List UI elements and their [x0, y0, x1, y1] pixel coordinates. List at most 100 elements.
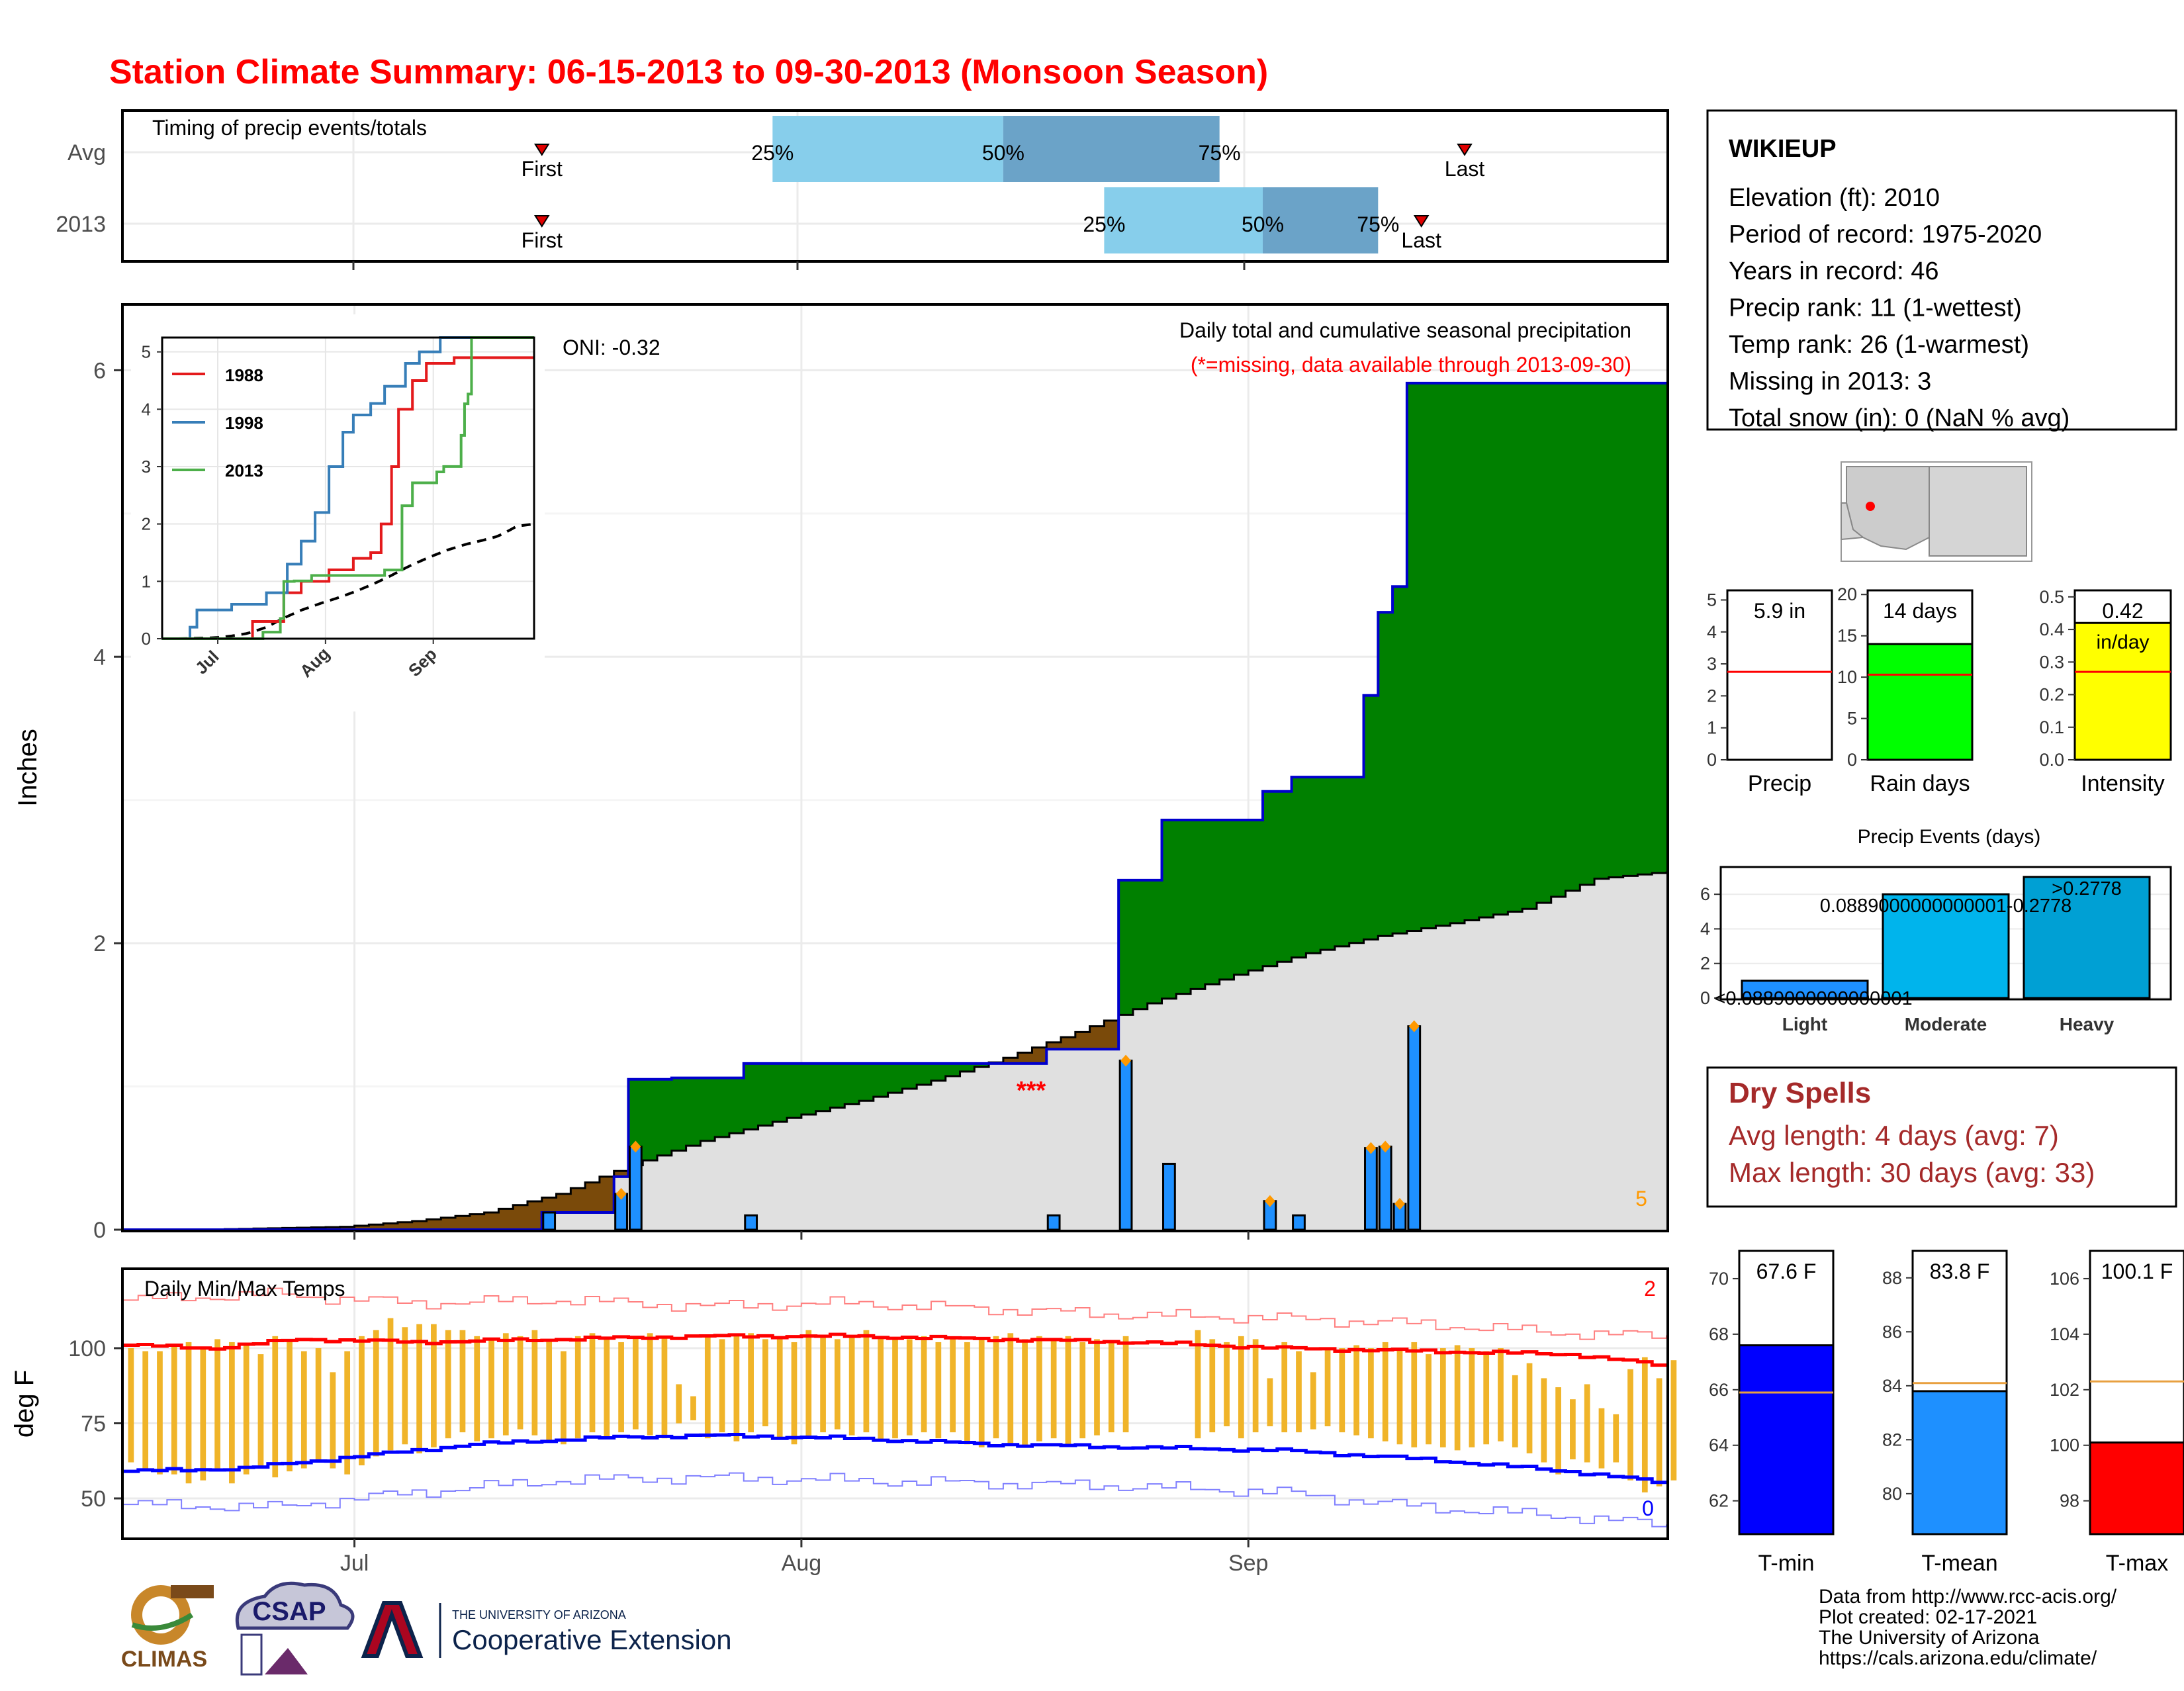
tmax-value-bar: [2090, 1443, 2184, 1534]
daily-temp-range-bar: [935, 1342, 941, 1438]
daily-temp-range-bar: [805, 1330, 811, 1438]
inset-y-tick-label: 2: [142, 514, 151, 534]
above-average-area: [888, 1064, 903, 1093]
intensity-y-tick-label: 0.4: [2039, 619, 2064, 639]
above-average-area: [772, 1064, 787, 1122]
daily-temp-range-bar: [1238, 1336, 1244, 1438]
events-value-label-heavy: >0.2778: [2052, 878, 2122, 899]
intensity-y-tick-label: 0.3: [2039, 652, 2064, 672]
daily-temp-range-bar: [301, 1351, 307, 1469]
inset-y-tick-label: 0: [142, 629, 151, 649]
daily-temp-range-bar: [1224, 1342, 1230, 1426]
below-average-area: [498, 1209, 513, 1230]
above-average-area: [1435, 383, 1450, 926]
daily-temp-range-bar: [849, 1336, 855, 1436]
precip-value-label: 5.9 in: [1754, 599, 1805, 623]
daily-temp-range-bar: [1296, 1351, 1302, 1433]
above-average-area: [1263, 792, 1277, 966]
tmean-y-tick-label: 84: [1882, 1376, 1902, 1396]
daily-temp-range-bar: [561, 1351, 567, 1445]
precip-y-tick-label: 4: [93, 645, 106, 670]
daily-temp-range-bar: [1022, 1339, 1028, 1447]
inset-y-tick-label: 1: [142, 571, 151, 591]
daily-temp-range-bar: [229, 1342, 235, 1483]
missing-data-mark: ***: [1017, 1077, 1046, 1105]
above-average-area: [657, 1079, 672, 1156]
events-category-label-heavy: Heavy: [2060, 1014, 2115, 1034]
events-y-tick-label: 2: [1700, 954, 1710, 974]
rain-days-y-tick-label: 5: [1847, 709, 1857, 729]
tmin-axis-label: T-min: [1758, 1551, 1815, 1576]
footer-line: https://cals.arizona.edu/climate/: [1819, 1647, 2097, 1669]
above-average-area: [1292, 777, 1306, 958]
above-average-area: [1349, 777, 1364, 943]
station-info-line: Years in record: 46: [1729, 257, 1939, 285]
intensity-y-tick-label: 0.5: [2039, 587, 2064, 607]
below-average-area: [1104, 1021, 1118, 1049]
tmean-y-tick-label: 88: [1882, 1268, 1902, 1288]
above-average-area: [844, 1064, 859, 1104]
above-average-area: [1479, 383, 1494, 917]
quartile-box-lower-Avg: [772, 116, 1003, 182]
x-axis-tick-label: Jul: [340, 1551, 369, 1576]
daily-temp-range-bar: [964, 1342, 970, 1444]
above-average-area: [917, 1064, 931, 1085]
below-average-area: [570, 1188, 585, 1212]
tmean-y-tick-label: 80: [1882, 1484, 1902, 1504]
above-average-area: [1306, 777, 1320, 953]
daily-temp-range-bar: [993, 1336, 999, 1438]
intensity-y-tick-label: 0.1: [2039, 717, 2064, 737]
above-average-area: [715, 1078, 729, 1137]
ua-logo-top-text: THE UNIVERSITY OF ARIZONA: [452, 1608, 626, 1622]
legend-label-1988: 1988: [225, 365, 263, 385]
daily-temp-range-bar: [1498, 1348, 1504, 1441]
rain-days-axis-label: Rain days: [1870, 771, 1970, 796]
daily-temp-range-bar: [705, 1336, 711, 1438]
csap-logo: CSAP: [237, 1583, 353, 1674]
tmin-y-tick-label: 70: [1709, 1269, 1729, 1289]
daily-temp-range-bar: [892, 1339, 898, 1438]
footer-line: Data from http://www.rcc-acis.org/: [1819, 1586, 2117, 1608]
above-average-area: [1364, 696, 1379, 940]
precip-y-tick-label: 2: [93, 931, 106, 956]
above-average-area: [816, 1064, 831, 1111]
daily-temp-range-bar: [1512, 1375, 1518, 1447]
daily-temp-range-bar: [1353, 1345, 1359, 1435]
tmean-value-bar: [1913, 1391, 2007, 1534]
above-average-area: [1652, 383, 1666, 873]
below-average-area: [513, 1205, 527, 1230]
below-average-area: [527, 1201, 542, 1230]
daily-temp-range-bar: [1627, 1369, 1633, 1481]
quartile-label-Avg-2: 75%: [1199, 141, 1241, 165]
above-average-area: [729, 1078, 744, 1134]
above-average-area: [830, 1064, 844, 1108]
daily-temp-range-bar: [1036, 1336, 1042, 1441]
daily-temp-range-bar: [503, 1333, 509, 1435]
precip-axis-label: Precip: [1748, 771, 1811, 796]
daily-temp-range-bar: [1411, 1342, 1417, 1447]
daily-temp-range-bar: [820, 1336, 826, 1432]
above-average-area: [787, 1064, 801, 1118]
climas-logo: CLIMAS: [121, 1585, 214, 1672]
daily-temp-range-bar: [1469, 1348, 1475, 1447]
daily-precip-bar: [543, 1212, 555, 1230]
ua-logo-bottom-text: Cooperative Extension: [452, 1624, 732, 1655]
daily-temp-range-bar: [1079, 1342, 1085, 1438]
daily-temp-range-bar: [128, 1348, 134, 1462]
daily-temp-range-bar: [460, 1330, 466, 1432]
daily-temp-range-bar: [1541, 1378, 1547, 1462]
daily-temp-range-bar: [1066, 1336, 1071, 1444]
daily-temp-range-bar: [762, 1339, 768, 1426]
events-y-tick-label: 6: [1700, 884, 1710, 904]
daily-precip-bar: [1120, 1061, 1132, 1230]
rain-days-value-bar: [1868, 644, 1972, 760]
below-average-area: [441, 1218, 455, 1230]
timing-row-avg-label: Avg: [68, 140, 106, 165]
dry-spells-box: Dry Spells Avg length: 4 days (avg: 7) M…: [1707, 1068, 2176, 1207]
above-average-area: [1494, 383, 1508, 915]
